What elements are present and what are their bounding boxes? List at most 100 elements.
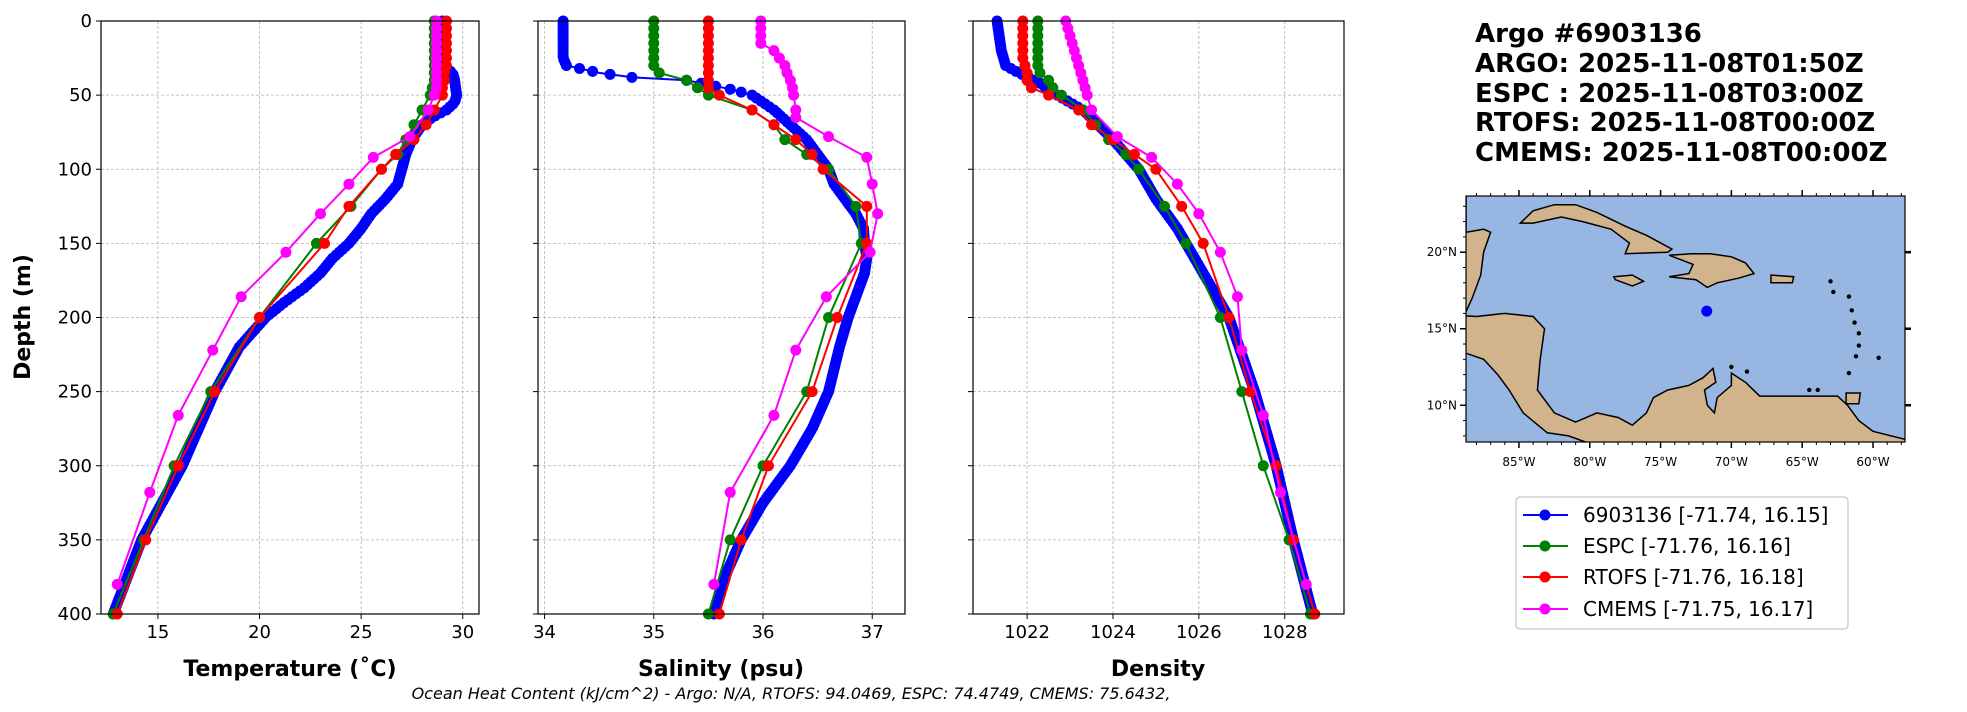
- data-point: [144, 486, 156, 498]
- data-point: [831, 312, 843, 323]
- island: [1815, 387, 1820, 393]
- data-point: [1086, 104, 1098, 116]
- data-point: [788, 89, 800, 101]
- data-point: [790, 134, 802, 146]
- data-point: [209, 386, 221, 398]
- title-line-argo-time: ARGO: 2025-11-08T01:50Z: [1475, 49, 1864, 79]
- legend-label-argo: 6903136 [-71.74, 16.15]: [1583, 503, 1828, 527]
- data-point: [806, 148, 818, 160]
- data-point: [367, 151, 379, 163]
- data-point: [1034, 67, 1046, 79]
- data-point: [708, 578, 720, 590]
- data-point: [310, 237, 322, 249]
- title-block: Argo #6903136 ARGO: 2025-11-08T01:50Z ES…: [1475, 19, 1887, 168]
- data-point: [1081, 89, 1093, 101]
- series-rtofs: [111, 15, 452, 620]
- data-point: [140, 534, 152, 546]
- data-point: [1197, 237, 1209, 249]
- salinity-panel: 34 35 36 37: [533, 15, 906, 643]
- argo-location-marker: [1701, 305, 1713, 317]
- x-tick-label: 36: [752, 622, 775, 643]
- island: [1876, 355, 1881, 361]
- x-tick-label: 20: [248, 622, 271, 643]
- title-line-espc-time: ESPC : 2025-11-08T03:00Z: [1475, 79, 1864, 109]
- island: [1853, 354, 1859, 359]
- data-point: [626, 71, 638, 83]
- data-point: [375, 163, 387, 175]
- data-point: [768, 409, 780, 421]
- data-point: [1128, 148, 1140, 160]
- series-line: [1064, 20, 1308, 585]
- data-point: [314, 208, 326, 220]
- y-tick-label: 200: [58, 308, 92, 329]
- data-point: [1043, 89, 1055, 101]
- series-line: [112, 21, 458, 615]
- data-point: [806, 386, 818, 398]
- lat-tick-label: 20°N: [1427, 245, 1457, 259]
- lat-tick-label: 15°N: [1427, 322, 1457, 336]
- data-point: [1025, 82, 1037, 94]
- data-point: [713, 89, 725, 101]
- data-point: [254, 312, 266, 323]
- data-point: [1133, 163, 1145, 175]
- data-point: [604, 68, 616, 80]
- data-point: [1193, 208, 1205, 220]
- y-tick-label: 50: [69, 85, 92, 106]
- lon-tick-label: 65°W: [1786, 455, 1819, 469]
- lon-tick-label: 85°W: [1502, 455, 1535, 469]
- data-point: [390, 148, 402, 160]
- data-point: [1086, 119, 1098, 131]
- legend-label-rtofs: RTOFS [-71.76, 16.18]: [1583, 565, 1804, 589]
- salinity-axis-label: Salinity (psu): [638, 657, 804, 682]
- data-point: [574, 62, 586, 74]
- land-cuba: [1518, 203, 1674, 255]
- data-point: [861, 200, 873, 212]
- island: [1831, 289, 1836, 295]
- legend-entry-argo: 6903136 [-71.74, 16.15]: [1523, 503, 1828, 527]
- data-point: [1274, 486, 1286, 498]
- island: [1856, 343, 1862, 348]
- data-point: [823, 131, 835, 143]
- y-tick-label: 150: [58, 233, 92, 254]
- legend-frame: [1515, 496, 1849, 630]
- legend: 6903136 [-71.74, 16.15] ESPC [-71.76, 16…: [1515, 496, 1849, 630]
- data-point: [850, 200, 862, 212]
- series-cmems: [1060, 15, 1312, 590]
- lon-tick-label: 75°W: [1644, 455, 1677, 469]
- data-point: [681, 74, 693, 86]
- y-tick-label: 250: [58, 382, 92, 403]
- data-point: [560, 59, 572, 71]
- data-point: [428, 89, 440, 101]
- island: [1828, 279, 1833, 284]
- legend-entry-espc: ESPC [-71.76, 16.16]: [1523, 534, 1791, 558]
- x-tick-label: 34: [533, 622, 556, 643]
- data-point: [343, 200, 355, 212]
- ocean-heat-content-caption: Ocean Heat Content (kJ/cm^2) - Argo: N/A…: [412, 684, 1171, 703]
- legend-marker-cmems: [1539, 603, 1551, 615]
- data-point: [1180, 237, 1192, 249]
- lon-tick-label: 70°W: [1715, 455, 1748, 469]
- x-tick-label: 1026: [1176, 622, 1222, 643]
- data-point: [1055, 89, 1067, 101]
- data-point: [768, 119, 780, 131]
- island: [1729, 364, 1734, 370]
- island: [1856, 331, 1862, 336]
- data-point: [735, 534, 747, 546]
- island: [1807, 387, 1812, 393]
- data-point: [1232, 291, 1244, 303]
- data-point: [172, 460, 184, 472]
- data-point: [1150, 163, 1162, 175]
- data-point: [1244, 386, 1256, 398]
- x-tick-label: 37: [861, 622, 884, 643]
- land-puerto-rico: [1770, 274, 1795, 284]
- data-point: [762, 460, 774, 472]
- map-frame: [1465, 195, 1906, 443]
- island: [1852, 320, 1857, 325]
- data-point: [817, 163, 829, 175]
- temperature-axis-label: Temperature (˚C): [183, 657, 396, 682]
- data-point: [111, 578, 123, 590]
- data-point: [755, 37, 767, 49]
- data-point: [861, 237, 873, 249]
- series-rtofs: [702, 15, 873, 620]
